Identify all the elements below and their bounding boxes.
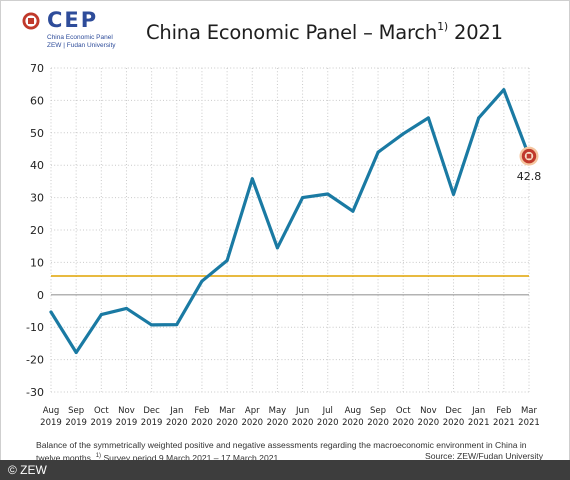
- data-point: [502, 88, 506, 92]
- x-tick-label-month: Jun: [295, 406, 309, 416]
- data-point: [200, 279, 204, 283]
- x-tick-label-month: Dec: [143, 406, 160, 416]
- cep-logo: CEP China Economic Panel ZEW | Fudan Uni…: [22, 8, 132, 51]
- x-tick-label-month: Feb: [194, 406, 209, 416]
- x-tick-label-year: 2020: [166, 418, 188, 428]
- x-tick-label-year: 2020: [216, 418, 238, 428]
- x-tick-label-year: 2019: [90, 418, 112, 428]
- x-tick-label-year: 2020: [191, 418, 213, 428]
- data-point: [275, 246, 279, 250]
- y-tick-label: 50: [30, 127, 44, 140]
- data-point: [376, 150, 380, 154]
- x-tick-label-month: Aug: [345, 406, 362, 416]
- y-tick-label: 60: [30, 94, 44, 107]
- x-tick-label-year: 2020: [292, 418, 314, 428]
- y-tick-label: 70: [30, 62, 44, 75]
- x-tick-label-month: Mar: [521, 406, 538, 416]
- x-tick-label-year: 2020: [267, 418, 289, 428]
- data-point: [452, 192, 456, 196]
- x-tick-label-month: Jan: [471, 406, 485, 416]
- chart-title-year: 2021: [447, 21, 503, 44]
- data-point: [477, 116, 481, 120]
- chart-title: China Economic Panel – March1) 2021: [146, 19, 503, 45]
- x-tick-label-year: 2019: [65, 418, 87, 428]
- x-tick-label-year: 2020: [342, 418, 364, 428]
- data-point: [351, 209, 355, 213]
- x-tick-label-month: Sep: [370, 406, 386, 416]
- x-tick-label-month: Jul: [322, 406, 333, 416]
- x-tick-label-year: 2020: [367, 418, 389, 428]
- data-point: [225, 258, 229, 262]
- x-tick-label-year: 2020: [418, 418, 440, 428]
- x-tick-label-month: Mar: [219, 406, 236, 416]
- copyright-bar: © ZEW: [0, 460, 570, 480]
- x-tick-label-year: 2019: [141, 418, 163, 428]
- data-point: [74, 350, 78, 354]
- source-note: Source: ZEW/Fudan University: [425, 451, 543, 461]
- x-tick-label-month: Dec: [445, 406, 462, 416]
- x-tick-label-year: 2021: [468, 418, 490, 428]
- x-tick-label-month: Oct: [396, 406, 411, 416]
- series-line: [49, 88, 531, 355]
- last-point-marker-center: [526, 153, 532, 159]
- x-tick-label-year: 2020: [443, 418, 465, 428]
- chart-title-footnote-marker: 1): [437, 19, 448, 33]
- x-tick-label-year: 2019: [116, 418, 138, 428]
- x-tick-label-year: 2020: [241, 418, 263, 428]
- x-tick-label-month: Nov: [118, 406, 135, 416]
- data-point: [175, 323, 179, 327]
- y-tick-label: -30: [26, 386, 44, 399]
- x-tick-label-month: Apr: [245, 406, 260, 416]
- cep-logo-mark-icon: [22, 12, 40, 30]
- y-tick-label: 40: [30, 159, 44, 172]
- line-chart: 70 60 50 40 30 20 10 0 -10 -20 -30 Aug 2019 Sep 2019 Oc…: [26, 62, 542, 428]
- y-tick-label: -20: [26, 354, 44, 367]
- x-tick-label-month: Feb: [496, 406, 511, 416]
- y-tick-label: 10: [30, 256, 44, 269]
- logo-name: CEP: [47, 8, 99, 32]
- x-tick-label-month: Jan: [169, 406, 183, 416]
- footnote-marker: 1): [95, 453, 102, 459]
- data-point: [301, 196, 305, 200]
- x-tick-label-year: 2021: [493, 418, 515, 428]
- footnote: Balance of the symmetrically weighted po…: [36, 440, 546, 464]
- last-point-value-label: 42.8: [517, 170, 542, 183]
- copyright-text: © ZEW: [8, 463, 47, 477]
- x-tick-label-month: Oct: [94, 406, 109, 416]
- x-tick-label-month: Nov: [420, 406, 437, 416]
- x-tick-label-month: May: [269, 406, 287, 416]
- x-tick-label-year: 2020: [392, 418, 414, 428]
- data-point: [150, 323, 154, 327]
- data-point: [326, 192, 330, 196]
- x-tick-label-year: 2020: [317, 418, 339, 428]
- y-tick-label: -10: [26, 321, 44, 334]
- logo-subtitle-line2: ZEW | Fudan University: [47, 42, 116, 49]
- x-tick-label-year: 2021: [518, 418, 540, 428]
- x-tick-label-month: Sep: [68, 406, 84, 416]
- y-tick-label: 30: [30, 192, 44, 205]
- footnote-text: Balance of the symmetrically weighted po…: [36, 440, 527, 463]
- chart-title-main: China Economic Panel – March: [146, 21, 438, 44]
- data-point: [99, 313, 103, 317]
- data-point: [49, 310, 53, 314]
- x-tick-label-month: Aug: [43, 406, 60, 416]
- logo-subtitle-line1: China Economic Panel: [47, 34, 113, 41]
- data-point: [124, 306, 128, 310]
- y-tick-label: 20: [30, 224, 44, 237]
- data-point: [401, 132, 405, 136]
- data-point: [250, 177, 254, 181]
- y-tick-label: 0: [37, 289, 44, 302]
- footnote-survey-period: Survey period 9 March 2021 – 17 March 20…: [103, 452, 284, 463]
- x-tick-label-year: 2019: [40, 418, 62, 428]
- data-point: [426, 116, 430, 120]
